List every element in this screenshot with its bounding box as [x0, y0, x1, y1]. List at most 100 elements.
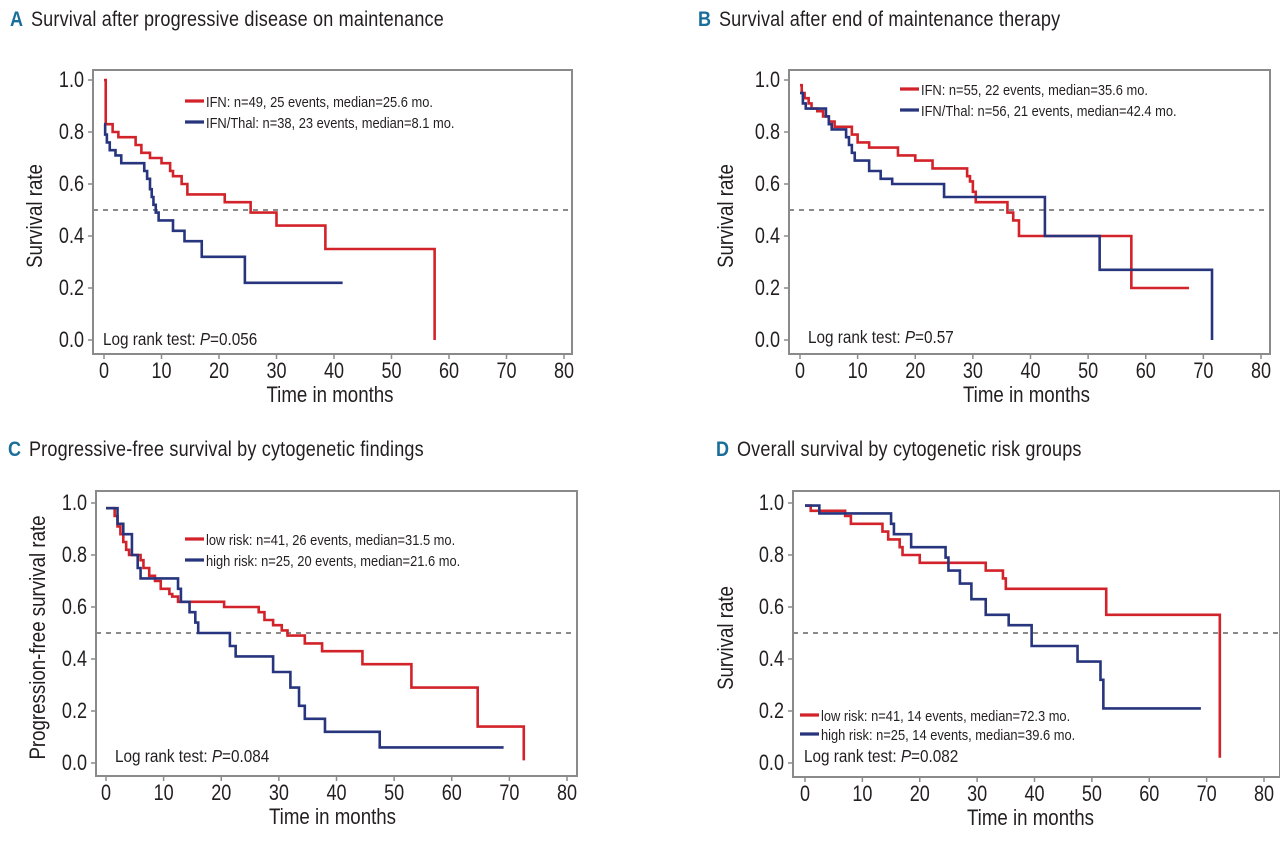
legend-label: low risk: n=41, 26 events, median=31.5 m…	[206, 531, 455, 548]
legend-label: high risk: n=25, 14 events, median=39.6 …	[821, 726, 1075, 743]
annotation-p-symbol: P	[901, 746, 912, 766]
x-tick-label: 80	[1254, 782, 1274, 806]
km-curve-red	[800, 83, 1189, 290]
annotation-prefix: Log rank test:	[804, 746, 901, 766]
x-axis-label: Time in months	[266, 384, 393, 408]
y-tick-label: 0.6	[755, 172, 780, 196]
y-tick-label: 0.0	[59, 328, 84, 352]
legend-label: IFN: n=55, 22 events, median=35.6 mo.	[921, 81, 1148, 98]
x-tick-label: 0	[101, 781, 111, 805]
plot-frame	[788, 69, 1271, 355]
x-tick-label: 60	[1136, 359, 1156, 383]
y-tick-label: 1.0	[59, 68, 84, 92]
km-curve-blue	[800, 91, 1214, 340]
legend-label: IFN/Thal: n=56, 21 events, median=42.4 m…	[921, 102, 1177, 119]
x-tick-label: 0	[800, 782, 810, 806]
x-tick-label: 50	[381, 359, 401, 383]
x-tick-label: 20	[905, 359, 925, 383]
annotation-prefix: Log rank test:	[808, 327, 905, 347]
x-tick-label: 30	[266, 359, 286, 383]
log-rank-annotation: Log rank test: P=0.082	[804, 746, 958, 766]
y-tick-label: 0.0	[755, 328, 780, 352]
x-tick-label: 10	[154, 781, 174, 805]
y-tick-label: 0.2	[755, 276, 780, 300]
y-tick-label: 0.2	[759, 699, 784, 723]
legend-label: IFN/Thal: n=38, 23 events, median=8.1 mo…	[206, 114, 454, 131]
x-tick-label: 0	[99, 359, 109, 383]
x-tick-label: 40	[324, 359, 344, 383]
panel-d-plot: 0.0 0.2 0.4 0.6 0.8 1.0 0 10 20 30 40 50 60 70 80 Time …	[715, 490, 1280, 831]
panel-a-title: A Survival after progressive disease on m…	[10, 8, 444, 32]
legend-label: low risk: n=41, 14 events, median=72.3 m…	[821, 707, 1070, 724]
panel-d-letter: D	[716, 438, 730, 461]
y-tick-label: 0.8	[59, 120, 84, 144]
panel-c-title: C Progressive-free survival by cytogeneti…	[8, 438, 424, 462]
y-tick-label: 0.8	[62, 543, 87, 567]
y-tick-label: 0.4	[59, 224, 84, 248]
y-tick-label: 1.0	[755, 68, 780, 92]
x-tick-label: 70	[1197, 782, 1217, 806]
x-tick-label: 60	[442, 781, 462, 805]
x-tick-label: 40	[1024, 782, 1044, 806]
y-tick-label: 1.0	[759, 491, 784, 515]
x-tick-label: 10	[852, 782, 872, 806]
y-tick-label: 0.0	[759, 751, 784, 775]
annotation-p-value: =0.57	[915, 327, 954, 347]
x-tick-label: 60	[439, 359, 459, 383]
panel-b-letter: B	[698, 8, 712, 31]
panel-b-plot: 0.0 0.2 0.4 0.6 0.8 1.0 0 10 20 30 40 50 60 70 80 Time …	[715, 68, 1271, 407]
x-tick-label: 60	[1139, 782, 1159, 806]
panel-b-title: B Survival after end of maintenance thera…	[698, 8, 1060, 32]
x-tick-label: 50	[384, 781, 404, 805]
panel-c-title-text: Progressive-free survival by cytogenetic…	[28, 438, 424, 461]
annotation-p-value: =0.084	[222, 746, 269, 766]
x-tick-label: 70	[496, 359, 516, 383]
panel-d-title: D Overall survival by cytogenetic risk gr…	[716, 438, 1082, 462]
panel-a-plot: 0.0 0.2 0.4 0.6 0.8 1.0 0 10 20 30 40 50 60 70 80 Time …	[24, 68, 574, 407]
y-tick-label: 0.0	[62, 751, 87, 775]
y-tick-label: 0.4	[62, 647, 87, 671]
panel-b-title-text: Survival after end of maintenance therap…	[718, 8, 1061, 31]
x-tick-label: 70	[499, 781, 519, 805]
x-tick-label: 20	[209, 359, 229, 383]
annotation-prefix: Log rank test:	[103, 329, 200, 349]
y-tick-label: 1.0	[62, 491, 87, 515]
km-curve-blue	[805, 504, 1201, 710]
log-rank-annotation: Log rank test: P=0.056	[103, 329, 257, 349]
x-axis-label: Time in months	[963, 384, 1090, 408]
y-tick-label: 0.6	[62, 595, 87, 619]
y-axis-label: Progression-free survival rate	[27, 515, 51, 759]
legend-label: IFN: n=49, 25 events, median=25.6 mo.	[206, 93, 433, 110]
x-tick-label: 30	[269, 781, 289, 805]
y-tick-label: 0.2	[59, 276, 84, 300]
x-tick-label: 50	[1082, 782, 1102, 806]
y-tick-label: 0.8	[759, 543, 784, 567]
plot-frame	[92, 69, 573, 355]
panel-a-title-text: Survival after progressive disease on ma…	[30, 8, 444, 31]
y-tick-label: 0.6	[59, 172, 84, 196]
x-axis-label: Time in months	[967, 807, 1094, 831]
x-tick-label: 20	[910, 782, 930, 806]
log-rank-annotation: Log rank test: P=0.084	[115, 746, 269, 766]
x-tick-label: 30	[963, 359, 983, 383]
y-tick-label: 0.6	[759, 595, 784, 619]
x-tick-label: 40	[326, 781, 346, 805]
y-axis-label: Survival rate	[24, 164, 48, 268]
x-tick-label: 40	[1020, 359, 1040, 383]
km-curve-red	[805, 504, 1222, 758]
x-axis-label: Time in months	[269, 806, 396, 830]
km-curve-blue	[106, 506, 504, 749]
log-rank-annotation: Log rank test: P=0.57	[808, 327, 954, 347]
x-tick-label: 30	[967, 782, 987, 806]
legend-label: high risk: n=25, 20 events, median=21.6 …	[206, 552, 460, 569]
x-tick-label: 10	[848, 359, 868, 383]
y-tick-label: 0.2	[62, 699, 87, 723]
x-tick-label: 10	[151, 359, 171, 383]
panel-a-letter: A	[10, 8, 24, 31]
km-curve-red	[106, 506, 526, 761]
y-tick-label: 0.8	[755, 120, 780, 144]
annotation-p-value: =0.082	[911, 746, 958, 766]
x-tick-label: 50	[1078, 359, 1098, 383]
annotation-p-value: =0.056	[210, 329, 257, 349]
panel-d-title-text: Overall survival by cytogenetic risk gro…	[736, 438, 1082, 461]
